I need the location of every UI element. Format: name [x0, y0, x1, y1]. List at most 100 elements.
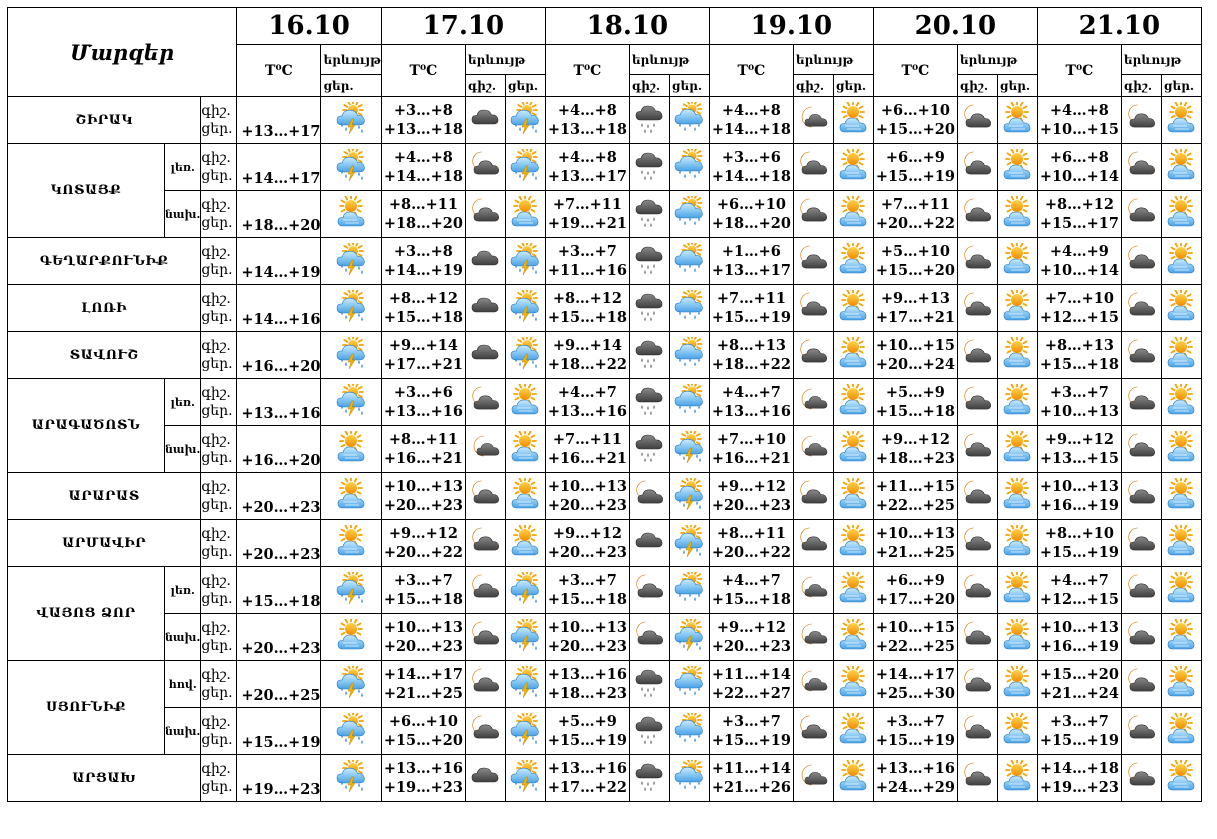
date-header: 17.10 [380, 7, 546, 45]
temperature-cell: +19…+23 [236, 754, 322, 802]
day-temperature: +15…+19 [875, 732, 955, 749]
day-temperature: +20…+23 [383, 497, 463, 514]
day-temperature: +15…+18 [383, 591, 463, 608]
temperature-cell: +13…+16 +24…+29 [872, 754, 958, 802]
weather-cell [504, 472, 546, 520]
night-label: գիշ. [201, 244, 231, 260]
weather-cell [504, 237, 546, 285]
temperature-cell: +9…+14 +18…+22 [544, 331, 630, 379]
weather-cell [1160, 331, 1202, 379]
weather-cell [956, 566, 998, 614]
weather-cell [792, 143, 834, 191]
table-row: ԳԵՂԱՐՔՈՒՆԻՔ գիշ. ցեր. +14…+19 +3…+8 +14…+19 … [6, 237, 1202, 285]
temperature-cell: +20…+23 [236, 613, 322, 661]
weather-cell [464, 378, 506, 426]
weather-cell [320, 284, 382, 332]
region-name: ԱՐԱՐԱՏ [6, 472, 202, 520]
day-label: ցեր. [201, 309, 233, 325]
weather-cell [464, 284, 506, 332]
date-header: 19.10 [708, 7, 874, 45]
temperature-cell: +7…+11 +16…+21 [544, 425, 630, 473]
night-temperature: +13…+16 [383, 760, 463, 777]
thunderstorm-icon [672, 431, 706, 463]
temperature-cell: +3…+8 +13…+18 [380, 96, 466, 144]
day-label: ցեր. [201, 779, 233, 795]
subregion-label: լեռ. [163, 566, 202, 614]
moon-cloud-icon [468, 572, 502, 604]
weather-cell [628, 378, 670, 426]
temperature-cell: +14…+18 +19…+23 [1036, 754, 1122, 802]
forecast-table: Մարզեր 16.10 17.10 18.10 19.10 20.10 21.… [6, 7, 1202, 802]
weather-cell [464, 707, 506, 755]
temperature-cell: +4…+8 +14…+18 [380, 143, 466, 191]
day-header: ցեր. [1160, 74, 1202, 97]
region-name: ՍՅՈՒՆԻՔ [7, 660, 165, 755]
day-temperature: +11…+16 [547, 262, 627, 279]
temperature-cell: +6…+9 +17…+20 [872, 566, 958, 614]
day-temperature: +13…+18 [547, 121, 627, 138]
rain-cloud-icon [632, 337, 666, 369]
night-temperature: +9…+14 [388, 337, 458, 354]
weather-cell [464, 237, 506, 285]
night-temperature: +8…+12 [388, 290, 458, 307]
moon-cloud-icon [796, 290, 830, 322]
weather-cell [464, 331, 506, 379]
day-temperature: +13…+15 [1039, 450, 1119, 467]
night-temperature: +3…+7 [1049, 713, 1109, 730]
thunderstorm-icon [334, 666, 368, 698]
day-temperature: +22…+27 [711, 685, 791, 702]
temperature-cell: +7…+11 +20…+22 [872, 190, 958, 238]
sun-cloud-icon [836, 290, 870, 322]
weather-cell [956, 96, 998, 144]
weather-cell [320, 566, 382, 614]
day-temperature: +18…+23 [547, 685, 627, 702]
weather-cell [504, 566, 546, 614]
day-temperature: +15…+20 [875, 262, 955, 279]
weather-cell [956, 284, 998, 332]
weather-cell [956, 331, 998, 379]
sun-cloud-icon [1000, 337, 1034, 369]
thunderstorm-icon [672, 525, 706, 557]
temperature-cell: +8…+11 +16…+21 [380, 425, 466, 473]
temperature-cell: +3…+6 +14…+18 [708, 143, 794, 191]
cloud-icon [468, 760, 502, 792]
weather-cell [956, 425, 998, 473]
subregion-label: նախ. [163, 190, 202, 238]
sun-cloud-icon [1000, 149, 1034, 181]
weather-cell [504, 613, 546, 661]
weather-cell [504, 754, 546, 802]
weather-cell [628, 566, 670, 614]
sun-cloud-icon [1000, 572, 1034, 604]
temperature-cell: +14…+17 +25…+30 [872, 660, 958, 708]
night-temperature: +4…+8 [721, 102, 781, 119]
sun-cloud-icon [1164, 619, 1198, 651]
weather-cell [832, 519, 874, 567]
night-temperature: +8…+13 [1044, 337, 1114, 354]
regions-header: Մարզեր [6, 7, 238, 97]
moon-cloud-icon [960, 760, 994, 792]
subregion-label: հով. [163, 660, 202, 708]
weather-cell [832, 96, 874, 144]
temperature-cell: +13…+16 +17…+22 [544, 754, 630, 802]
time-of-day-cell: գիշ. ցեր. [200, 237, 238, 285]
weather-cell [320, 425, 382, 473]
temperature-cell: +3…+7 +15…+19 [1036, 707, 1122, 755]
temperature-cell: +4…+9 +10…+14 [1036, 237, 1122, 285]
weather-cell [504, 425, 546, 473]
sun-cloud-icon [1000, 525, 1034, 557]
day-temperature: +15…+19 [875, 168, 955, 185]
night-header: գիշ. [792, 74, 834, 97]
weather-cell [832, 660, 874, 708]
weather-cell [996, 190, 1038, 238]
day-temperature: +13…+16 [547, 403, 627, 420]
night-temperature: +9…+12 [716, 478, 786, 495]
moon-cloud-icon [1124, 149, 1158, 181]
weather-cell [792, 425, 834, 473]
sun-rain-icon [672, 196, 706, 228]
temperature-cell: +6…+10 +15…+20 [380, 707, 466, 755]
weather-cell [628, 425, 670, 473]
night-temperature: +4…+8 [1049, 102, 1109, 119]
temperature-cell: +10…+13 +20…+23 [380, 613, 466, 661]
weather-cell [996, 143, 1038, 191]
day-temperature: +18…+22 [547, 356, 627, 373]
